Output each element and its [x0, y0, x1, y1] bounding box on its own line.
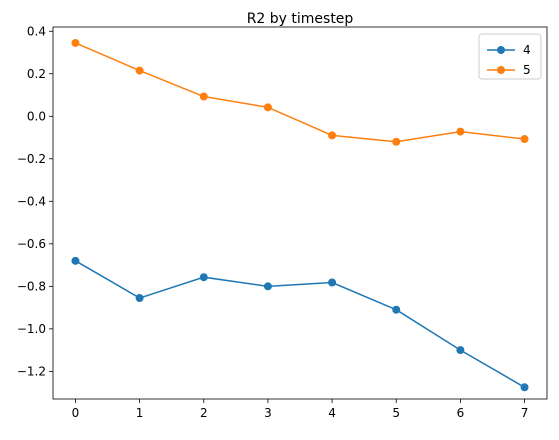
data-point-4	[71, 256, 80, 265]
y-tick-label: −0.6	[17, 237, 46, 251]
series-line-5	[75, 42, 525, 143]
data-point-5	[71, 38, 80, 47]
y-tick-label: 0.2	[27, 67, 46, 81]
x-tick-label: 0	[72, 406, 80, 420]
data-point-5	[263, 103, 272, 112]
y-tick-label: −0.8	[17, 279, 46, 293]
legend-marker-5	[497, 66, 505, 74]
data-point-4	[135, 294, 144, 303]
data-point-5	[456, 127, 465, 136]
data-point-5	[199, 92, 208, 101]
x-tick-label: 6	[457, 406, 465, 420]
data-point-5	[392, 137, 401, 146]
x-tick-label: 1	[136, 406, 144, 420]
data-point-4	[199, 273, 208, 282]
data-point-5	[135, 66, 144, 75]
y-tick-label: −1.2	[17, 364, 46, 378]
y-tick-label: −0.2	[17, 152, 46, 166]
legend: 45	[478, 33, 542, 80]
data-point-4	[328, 278, 337, 287]
x-tick-label: 7	[521, 406, 529, 420]
x-tick-label: 3	[264, 406, 272, 420]
data-point-4	[520, 383, 529, 392]
x-tick-label: 2	[200, 406, 208, 420]
series-line-4	[75, 260, 525, 388]
legend-marker-4	[497, 46, 505, 54]
data-point-4	[392, 305, 401, 314]
data-point-5	[328, 131, 337, 140]
y-tick-label: −0.4	[17, 194, 46, 208]
legend-label-4: 4	[523, 43, 531, 57]
data-point-4	[456, 346, 465, 355]
y-tick-label: 0.0	[27, 109, 46, 123]
chart-title: R2 by timestep	[247, 11, 354, 27]
legend-label-5: 5	[523, 63, 531, 77]
x-tick-label: 5	[392, 406, 400, 420]
x-tick-label: 4	[328, 406, 336, 420]
legend-box	[478, 33, 542, 80]
data-point-4	[263, 282, 272, 291]
y-tick-label: −1.0	[17, 322, 46, 336]
plot-frame	[52, 26, 548, 400]
y-tick-label: 0.4	[27, 24, 46, 38]
data-point-5	[520, 135, 529, 144]
